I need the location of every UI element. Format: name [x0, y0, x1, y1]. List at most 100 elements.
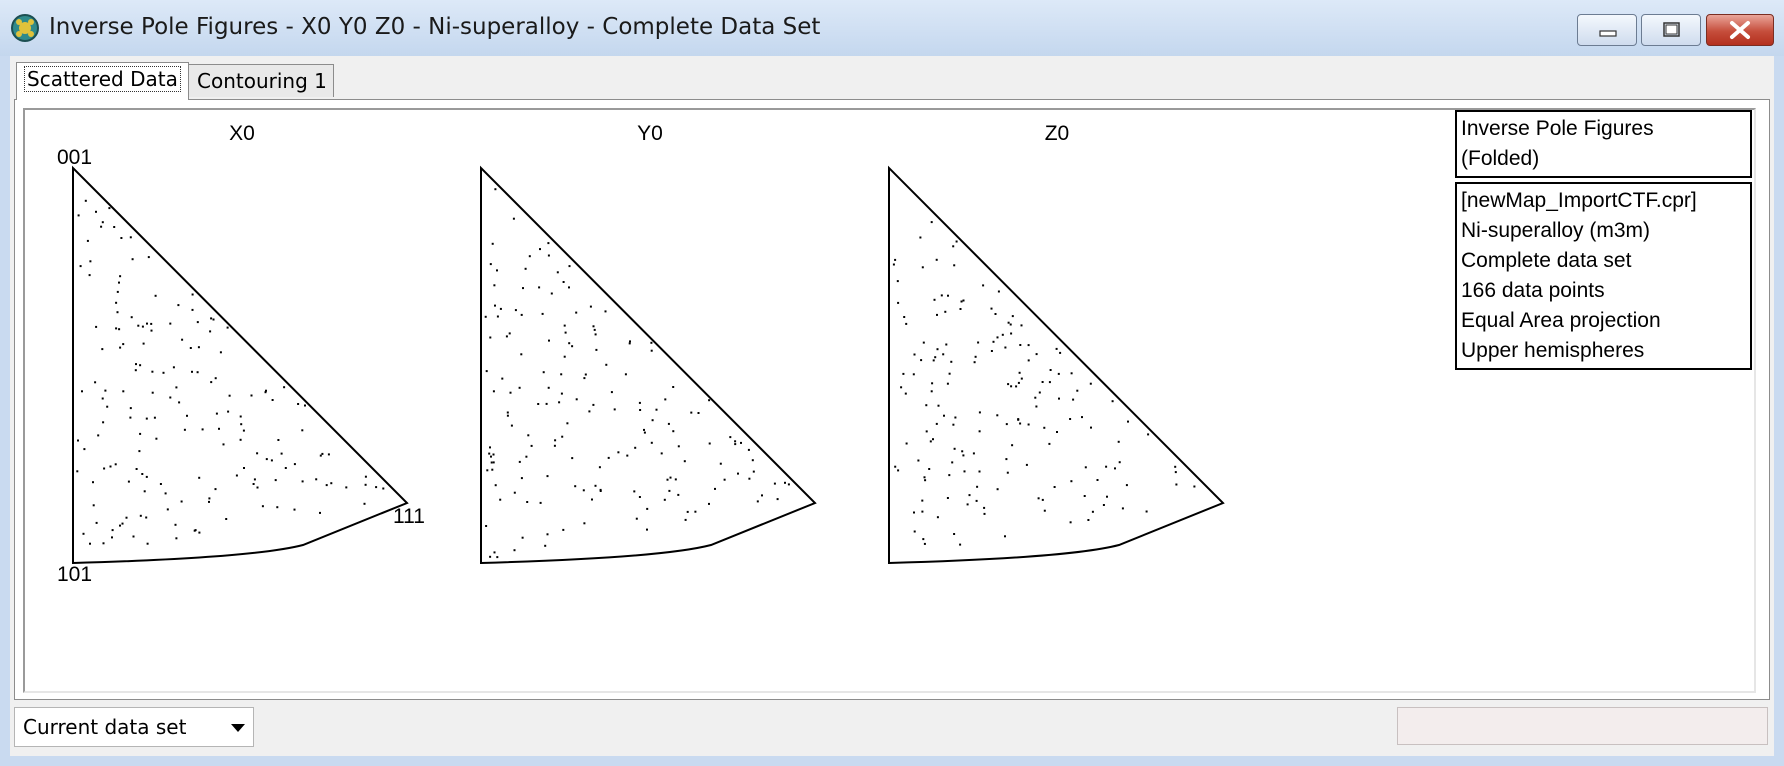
data-point — [181, 338, 184, 341]
data-point — [83, 448, 86, 451]
data-point — [945, 343, 948, 346]
data-point — [563, 324, 566, 327]
data-point — [1089, 382, 1092, 385]
data-point — [1010, 385, 1013, 388]
data-point — [514, 309, 517, 312]
data-point — [594, 484, 597, 487]
data-point — [135, 363, 137, 366]
data-point — [489, 336, 492, 339]
data-point — [382, 487, 385, 490]
data-point — [568, 265, 571, 268]
data-point — [488, 452, 491, 455]
data-point — [111, 536, 113, 539]
data-point — [218, 427, 220, 430]
data-point — [301, 480, 304, 483]
title-bar[interactable]: Inverse Pole Figures - X0 Y0 Z0 - Ni-sup… — [0, 0, 1784, 56]
data-point — [327, 453, 330, 456]
minimize-button[interactable] — [1577, 14, 1637, 46]
data-point — [228, 394, 231, 397]
data-point — [162, 371, 165, 374]
data-point — [169, 322, 172, 325]
data-point — [219, 351, 222, 354]
data-point — [1121, 507, 1124, 510]
data-point — [955, 240, 958, 243]
legend-info-line: Upper hemispheres — [1461, 339, 1645, 362]
tab-contouring-1[interactable]: Contouring 1 — [188, 64, 334, 97]
data-point — [189, 347, 192, 349]
data-point — [982, 284, 985, 287]
data-point — [931, 382, 934, 385]
data-point — [932, 359, 935, 362]
data-point — [974, 355, 977, 358]
data-point — [1048, 381, 1051, 384]
minimize-icon — [1599, 30, 1617, 37]
panel-title-z0: Z0 — [1045, 122, 1070, 145]
maximize-button[interactable] — [1641, 14, 1701, 46]
data-point — [1076, 389, 1079, 392]
data-point — [197, 346, 200, 349]
data-point — [966, 503, 969, 506]
data-point — [180, 500, 183, 503]
data-point — [1087, 519, 1090, 521]
data-point — [265, 389, 267, 392]
data-point — [1034, 396, 1037, 399]
data-point — [593, 328, 596, 331]
data-point — [963, 470, 966, 473]
close-button[interactable] — [1706, 14, 1774, 46]
data-point — [1145, 510, 1148, 513]
data-point — [494, 484, 497, 487]
inverse-pole-figures: X0 Y0 Z0 001 101 111 — [57, 122, 1225, 586]
data-point — [708, 502, 710, 505]
data-point — [650, 441, 653, 444]
data-point — [1127, 420, 1129, 423]
data-point — [122, 390, 125, 393]
chevron-down-icon[interactable] — [231, 724, 245, 732]
data-point — [978, 430, 981, 433]
data-point — [719, 462, 722, 465]
data-point — [1006, 471, 1009, 474]
data-point — [937, 404, 940, 407]
data-point — [512, 217, 515, 220]
data-point — [527, 434, 530, 437]
dataset-selector[interactable]: Current data set — [14, 707, 254, 747]
data-point — [277, 439, 280, 441]
globe-app-icon[interactable] — [10, 13, 40, 43]
data-point — [129, 407, 132, 410]
data-point — [196, 371, 199, 374]
data-point — [214, 488, 217, 491]
data-point — [513, 491, 516, 494]
data-point — [137, 324, 140, 327]
data-point — [604, 310, 607, 313]
data-point — [787, 483, 790, 486]
data-point — [141, 473, 144, 475]
data-point — [729, 436, 732, 439]
data-point — [194, 529, 197, 532]
restore-icon — [1663, 22, 1680, 37]
data-point — [496, 556, 499, 559]
data-point — [145, 516, 148, 519]
data-point — [116, 290, 119, 293]
data-point — [508, 332, 511, 335]
data-point — [505, 335, 508, 338]
data-point — [319, 511, 321, 514]
tab-scattered-data[interactable]: Scattered Data — [16, 62, 189, 100]
data-point — [672, 430, 675, 433]
data-point — [1017, 381, 1020, 384]
data-point — [589, 305, 592, 308]
data-point — [1001, 333, 1004, 336]
data-point — [996, 336, 999, 339]
data-point — [1007, 383, 1010, 386]
data-point — [1035, 405, 1038, 408]
data-point — [545, 402, 548, 405]
data-point — [81, 390, 83, 393]
data-point — [930, 221, 933, 224]
data-point — [547, 242, 550, 245]
legend-header-line: (Folded) — [1461, 147, 1540, 170]
data-point — [546, 475, 549, 478]
data-point — [924, 479, 927, 482]
data-point — [1041, 498, 1044, 501]
data-point — [116, 311, 119, 314]
data-point — [638, 496, 641, 498]
data-point — [330, 482, 333, 485]
